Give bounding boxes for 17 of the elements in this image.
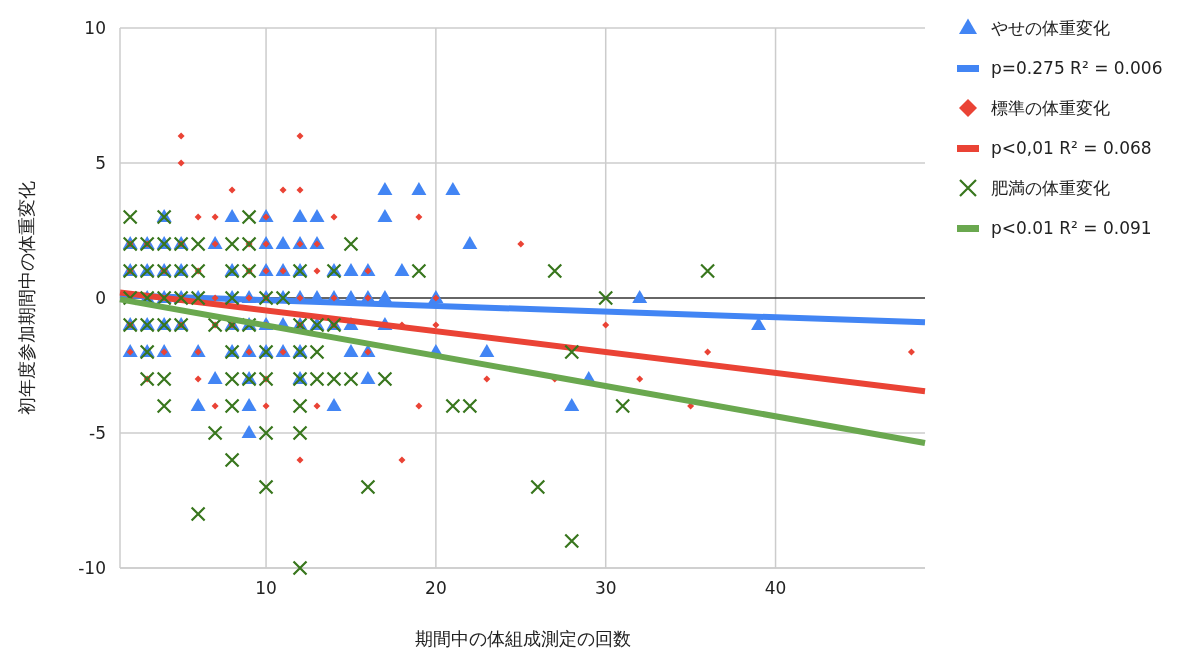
legend-label: やせの体重変化: [991, 18, 1110, 38]
legend-label: 肥満の体重変化: [991, 178, 1110, 198]
y-tick-label: -10: [78, 558, 106, 578]
x-tick-label: 10: [255, 578, 277, 598]
y-tick-label: 5: [95, 153, 106, 173]
legend-label: p=0.275 R² = 0.006: [991, 58, 1163, 78]
x-tick-label: 20: [425, 578, 447, 598]
x-tick-label: 40: [764, 578, 787, 598]
legend-label: 標準の体重変化: [991, 98, 1110, 118]
y-tick-label: 10: [84, 18, 106, 38]
y-tick-label: -5: [89, 423, 106, 443]
legend-label: p<0.01 R² = 0.091: [991, 218, 1152, 238]
x-axis-title: 期間中の体組成測定の回数: [414, 628, 631, 649]
y-tick-label: 0: [95, 288, 106, 308]
y-axis-title: 初年度参加期間中の体重変化: [16, 181, 37, 415]
x-tick-label: 30: [594, 578, 617, 598]
legend-label: p<0,01 R² = 0.068: [991, 138, 1152, 158]
